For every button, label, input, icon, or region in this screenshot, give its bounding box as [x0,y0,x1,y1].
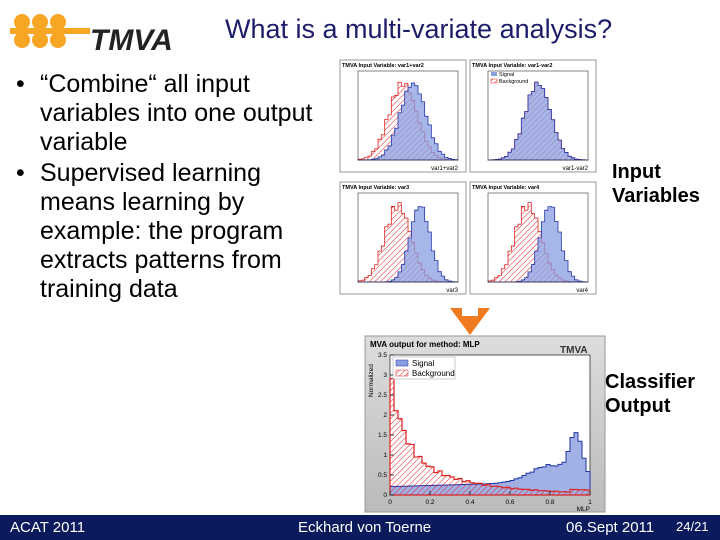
bullet: “Combine“ all input variables into one o… [10,70,315,157]
legend-entry: Background [412,369,455,378]
plot-title: TMVA Input Variable: var4 [472,185,540,191]
legend-entry: Signal [412,359,434,368]
x-tick-label: 1 [588,499,592,506]
legend-entry: Signal [499,72,514,78]
footer-author: Eckhard von Toerne [298,519,432,536]
legend-swatch [491,72,497,76]
y-tick-label: 2.5 [378,392,387,399]
logo-text: TMVA [90,24,173,57]
bullet: Supervised learning means learning by ex… [10,159,315,304]
axes [487,192,589,283]
footer: ACAT 2011 Eckhard von Toerne 06.Sept 201… [0,515,720,540]
slide-title: What is a multi-variate analysis? [225,14,613,44]
plot-title: TMVA Input Variable: var3 [342,185,409,191]
y-tick-label: 2 [383,412,387,419]
x-label: var1-var2 [563,166,589,172]
axes [357,192,459,283]
signal-hist [487,81,589,161]
logo: TMVA [10,14,173,57]
legend-swatch [395,359,409,367]
legend-swatch [490,78,498,84]
plot-title: MVA output for method: MLP [370,340,480,349]
legend-box [392,356,456,380]
x-tick-label: 0.8 [545,499,554,506]
y-tick-label: 0 [383,492,387,499]
background-hist [389,378,591,496]
legend-entry: Background [499,79,528,85]
y-tick-label: 3 [383,372,387,379]
label: Classifier Output [605,371,696,417]
y-tick-label: 1.5 [378,432,387,439]
legend-swatch [395,369,409,377]
x-label: var3 [446,288,458,294]
signal-hist [357,82,459,161]
y-label: Normalized [368,364,375,397]
footer-event: ACAT 2011 [10,519,86,536]
plot-logo: TMVA [560,345,588,356]
x-tick-label: 0.4 [465,499,474,506]
x-label: MLP [577,506,590,513]
y-tick-label: 3.5 [378,352,387,359]
bullet-list: “Combine“ all input variables into one o… [10,70,315,306]
footer-date: 06.Sept 2011 [566,519,655,536]
x-tick-label: 0.6 [505,499,514,506]
y-tick-label: 1 [383,452,387,459]
label: Input Variables [612,161,700,207]
x-label: var4 [576,288,588,294]
x-tick-label: 0 [388,499,392,506]
axes [487,70,589,161]
plot-title: TMVA Input Variable: var1+var2 [342,63,424,69]
x-tick-label: 0.2 [425,499,434,506]
x-label: var1+var2 [431,166,459,172]
axes [357,70,459,161]
plot-title: TMVA Input Variable: var1-var2 [472,63,552,69]
y-tick-label: 0.5 [378,472,387,479]
arrow [450,308,490,335]
footer-page: 24/21 [676,519,709,534]
